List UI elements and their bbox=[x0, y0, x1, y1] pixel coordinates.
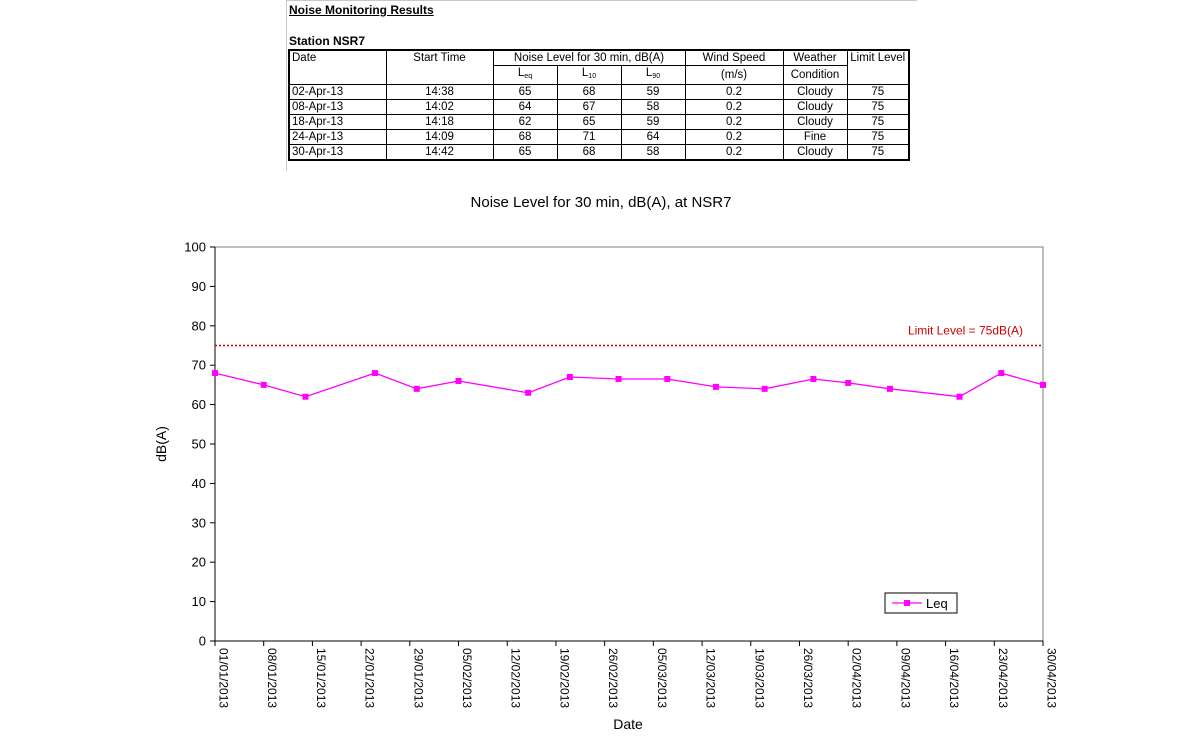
data-point bbox=[956, 393, 963, 400]
header-limit-level: Limit Level bbox=[846, 49, 910, 85]
cell-date: 24-Apr-13 bbox=[288, 129, 387, 145]
cell-weather: Cloudy bbox=[782, 144, 848, 161]
x-tick-label: 12/02/2013 bbox=[509, 648, 523, 708]
x-tick-label: 29/01/2013 bbox=[411, 648, 425, 708]
noise-results-table: Date Start Time Noise Level for 30 min, … bbox=[288, 49, 910, 161]
y-tick-label: 60 bbox=[192, 397, 206, 412]
x-tick-label: 26/03/2013 bbox=[801, 648, 815, 708]
x-tick-label: 19/02/2013 bbox=[557, 648, 571, 708]
data-point bbox=[886, 385, 893, 392]
cell-start-time: 14:02 bbox=[385, 99, 494, 115]
series-line-leq bbox=[214, 372, 1044, 398]
cell-date: 30-Apr-13 bbox=[288, 144, 387, 161]
x-tick-label: 05/02/2013 bbox=[460, 648, 474, 708]
y-tick-label: 70 bbox=[192, 358, 206, 373]
cell-start-time: 14:38 bbox=[385, 84, 494, 100]
x-tick-label: 16/04/2013 bbox=[947, 648, 961, 708]
y-tick-label: 10 bbox=[192, 594, 206, 609]
data-point bbox=[998, 370, 1005, 377]
x-tick-label: 26/02/2013 bbox=[606, 648, 620, 708]
cell-wind-speed: 0.2 bbox=[684, 144, 784, 161]
table-row: 24-Apr-13 14:09 68 71 64 0.2 Fine 75 bbox=[288, 129, 910, 145]
cell-leq: 68 bbox=[492, 129, 558, 145]
data-point bbox=[455, 377, 462, 384]
cell-weather: Cloudy bbox=[782, 114, 848, 130]
x-tick-label: 15/01/2013 bbox=[314, 648, 328, 708]
y-tick-label: 30 bbox=[192, 515, 206, 530]
data-point bbox=[260, 381, 267, 388]
y-axis-title: dB(A) bbox=[153, 426, 169, 462]
plot-area bbox=[214, 246, 1044, 642]
x-axis-title: Date bbox=[613, 716, 643, 732]
y-tick-label: 90 bbox=[192, 279, 206, 294]
data-point bbox=[845, 379, 852, 386]
table-subheader-row: Leq L10 L90 (m/s) Condition bbox=[289, 65, 909, 85]
cell-limit-level: 75 bbox=[846, 129, 910, 145]
cell-date: 02-Apr-13 bbox=[288, 84, 387, 100]
data-point bbox=[664, 375, 671, 382]
cell-l90: 64 bbox=[620, 129, 686, 145]
cell-start-time: 14:42 bbox=[385, 144, 494, 161]
table-row: 02-Apr-13 14:38 65 68 59 0.2 Cloudy 75 bbox=[288, 84, 910, 100]
header-wind-unit: (m/s) bbox=[684, 65, 784, 85]
header-start-time: Start Time bbox=[385, 49, 494, 85]
header-wind-speed: Wind Speed bbox=[684, 49, 784, 66]
data-point bbox=[615, 375, 622, 382]
legend-label-leq: Leq bbox=[926, 596, 948, 611]
x-tick-label: 12/03/2013 bbox=[704, 648, 718, 708]
header-weather: Weather bbox=[782, 49, 848, 66]
table-header-row: Date Start Time Noise Level for 30 min, … bbox=[288, 49, 910, 85]
report-sheet: Noise Monitoring Results Station NSR7 Da… bbox=[286, 0, 917, 171]
data-point bbox=[712, 383, 719, 390]
x-tick-label: 22/01/2013 bbox=[363, 648, 377, 708]
cell-limit-level: 75 bbox=[846, 144, 910, 161]
y-tick-label: 50 bbox=[192, 437, 206, 452]
x-tick-label: 09/04/2013 bbox=[898, 648, 912, 708]
y-tick-label: 100 bbox=[184, 240, 206, 255]
data-point bbox=[525, 389, 532, 396]
report-title: Noise Monitoring Results bbox=[289, 3, 434, 17]
cell-l90: 58 bbox=[620, 144, 686, 161]
data-point bbox=[761, 385, 768, 392]
leq-subscript: eq bbox=[524, 73, 533, 80]
header-date: Date bbox=[288, 49, 387, 85]
data-point bbox=[372, 370, 379, 377]
y-tick-label: 0 bbox=[199, 634, 206, 649]
station-label: Station NSR7 bbox=[289, 34, 366, 48]
x-tick-label: 23/04/2013 bbox=[996, 648, 1010, 708]
l90-subscript: 90 bbox=[652, 73, 661, 80]
data-point bbox=[566, 374, 573, 381]
y-tick-label: 80 bbox=[192, 318, 206, 333]
y-tick-label: 40 bbox=[192, 476, 206, 491]
limit-line-label: Limit Level = 75dB(A) bbox=[908, 324, 1023, 338]
legend-marker bbox=[904, 600, 910, 606]
cell-l10: 67 bbox=[556, 99, 622, 115]
x-tick-label: 19/03/2013 bbox=[752, 648, 766, 708]
x-tick-label: 01/01/2013 bbox=[217, 648, 231, 708]
l10-subscript: 10 bbox=[588, 73, 597, 80]
data-point bbox=[810, 375, 817, 382]
data-point bbox=[212, 370, 218, 377]
cell-wind-speed: 0.2 bbox=[684, 129, 784, 145]
table-row: 30-Apr-13 14:42 65 68 58 0.2 Cloudy 75 bbox=[288, 144, 910, 161]
data-point bbox=[413, 385, 420, 392]
x-tick-label: 30/04/2013 bbox=[1045, 648, 1059, 708]
data-point bbox=[1040, 381, 1046, 388]
x-tick-label: 02/04/2013 bbox=[850, 648, 864, 708]
x-tick-label: 08/01/2013 bbox=[265, 648, 279, 708]
header-weather-condition: Condition bbox=[782, 65, 848, 85]
y-tick-label: 20 bbox=[192, 555, 206, 570]
cell-leq: 65 bbox=[492, 144, 558, 161]
data-point bbox=[302, 393, 309, 400]
cell-l10: 71 bbox=[556, 129, 622, 145]
chart-title: Noise Level for 30 min, dB(A), at NSR7 bbox=[470, 194, 732, 211]
x-tick-label: 05/03/2013 bbox=[655, 648, 669, 708]
